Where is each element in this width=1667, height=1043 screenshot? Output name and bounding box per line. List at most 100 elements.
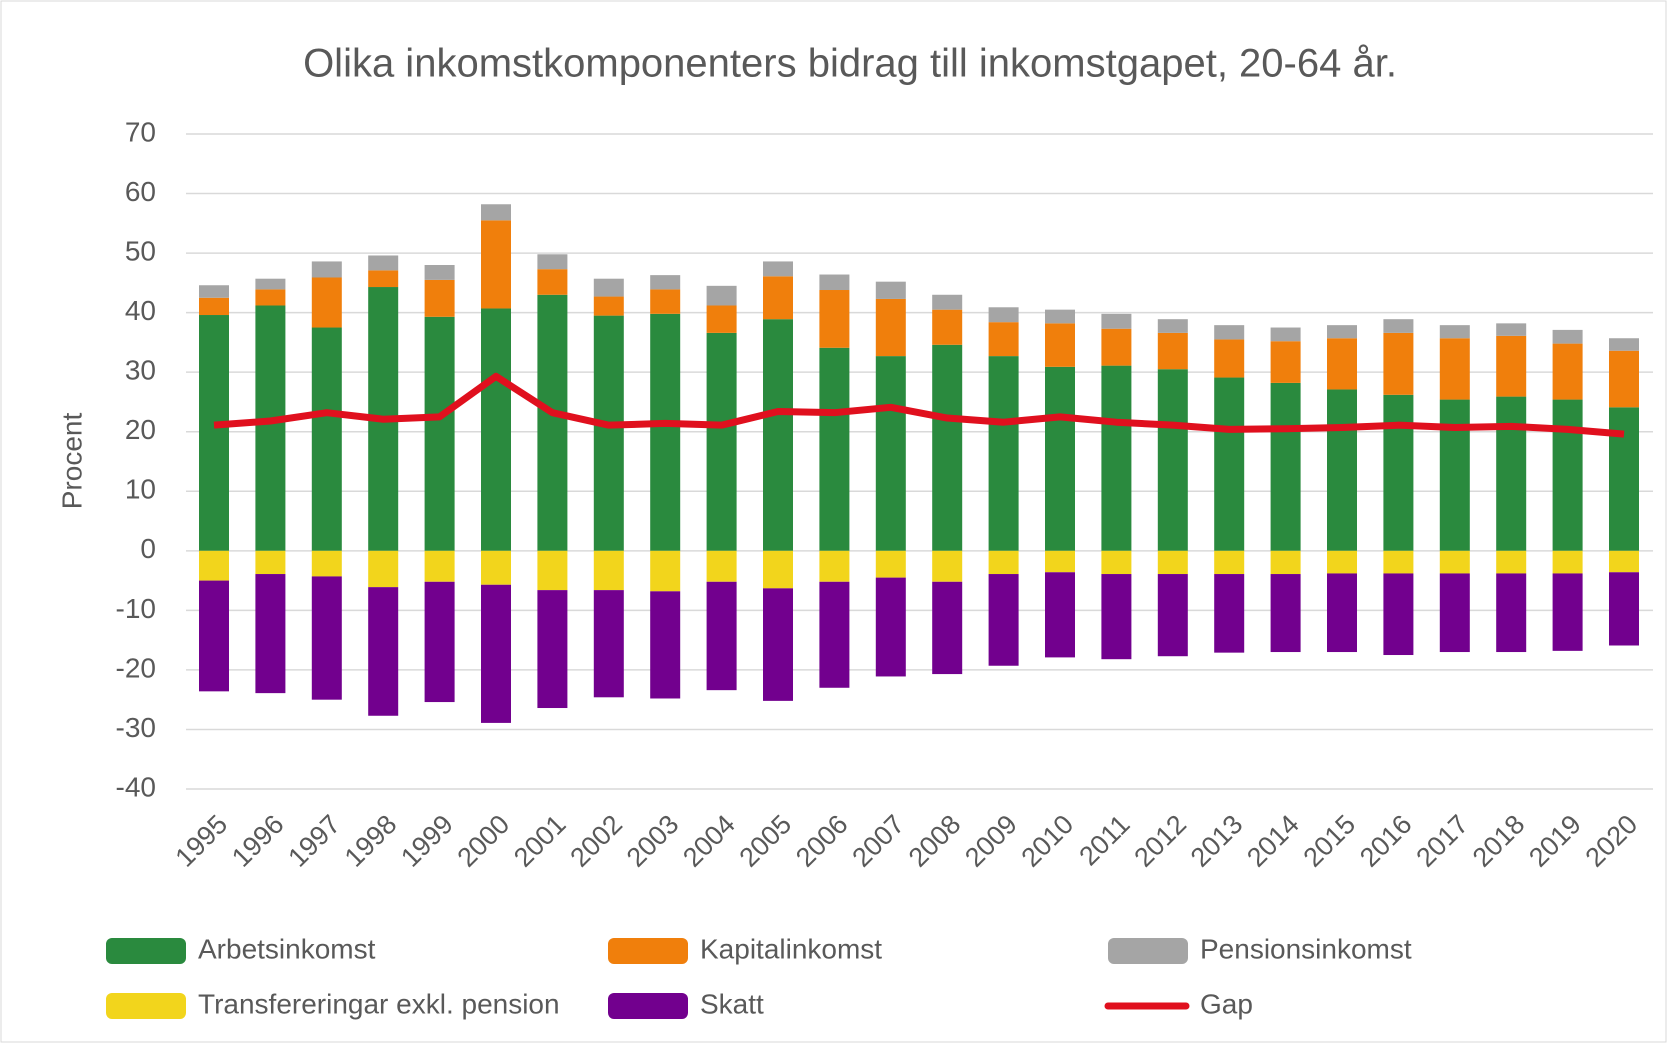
bar: [1609, 407, 1639, 551]
bar: [988, 307, 1019, 323]
bar: [1439, 399, 1470, 551]
bar: [424, 581, 455, 703]
y-tick-label: 40: [125, 295, 156, 326]
bar: [1157, 369, 1188, 551]
bar: [763, 550, 793, 589]
bar: [255, 574, 286, 694]
bar: [1270, 574, 1301, 653]
bar: [932, 309, 963, 345]
bar: [1383, 550, 1414, 574]
bar: [1609, 350, 1639, 408]
chart-title: Olika inkomstkomponenters bidrag till in…: [303, 42, 1397, 86]
bar: [481, 550, 511, 585]
bar: [1045, 323, 1075, 367]
bar: [763, 261, 793, 277]
bar: [819, 290, 850, 348]
bar: [819, 274, 850, 291]
bar: [1496, 323, 1527, 336]
bar: [537, 269, 568, 295]
bar: [1101, 328, 1132, 366]
bar: [932, 550, 963, 582]
legend-label: Arbetsinkomst: [198, 933, 376, 964]
bar: [1270, 341, 1301, 383]
bar: [1214, 339, 1245, 378]
bar: [1383, 332, 1414, 395]
legend-swatch: [608, 993, 688, 1019]
bar: [1157, 332, 1188, 370]
bar: [1496, 396, 1527, 551]
bar: [650, 289, 681, 314]
bar: [1327, 389, 1357, 551]
bar: [1552, 399, 1583, 551]
y-tick-label: 70: [125, 116, 156, 147]
bar: [875, 298, 906, 357]
bar: [706, 550, 737, 582]
bar: [1439, 338, 1470, 400]
bar: [424, 316, 455, 551]
bar: [199, 297, 229, 316]
legend-label: Kapitalinkomst: [700, 933, 882, 964]
bar: [311, 277, 342, 328]
bar: [1552, 343, 1583, 400]
legend-label: Gap: [1200, 988, 1253, 1019]
bar: [932, 344, 963, 551]
bar: [593, 296, 624, 316]
bar: [1609, 338, 1639, 351]
bar: [1157, 319, 1188, 333]
y-tick-label: 20: [125, 414, 156, 445]
bar: [1496, 335, 1527, 397]
bar: [593, 315, 624, 551]
bar: [368, 270, 399, 288]
bar: [1439, 573, 1470, 653]
bar: [255, 305, 286, 551]
y-tick-label: 10: [125, 474, 156, 505]
bar: [537, 254, 568, 270]
bar: [1609, 572, 1639, 646]
bar: [1214, 325, 1245, 340]
bar: [481, 308, 511, 551]
bar: [706, 305, 737, 333]
bar: [1609, 550, 1639, 573]
bar: [1327, 338, 1357, 390]
bar: [932, 294, 963, 310]
legend-swatch: [106, 993, 186, 1019]
bar: [1270, 382, 1301, 551]
y-tick-label: 30: [125, 355, 156, 386]
bar: [311, 576, 342, 700]
bar: [1552, 573, 1583, 651]
bar: [537, 294, 568, 551]
bar: [650, 275, 681, 290]
bar: [763, 276, 793, 320]
bar: [1214, 377, 1245, 551]
bar: [1101, 365, 1132, 551]
bar: [1214, 574, 1245, 653]
legend-swatch: [106, 938, 186, 964]
y-tick-label: -10: [116, 593, 156, 624]
bar: [1101, 313, 1132, 329]
bar: [424, 550, 455, 582]
bar: [1327, 550, 1357, 574]
y-tick-label: 0: [140, 533, 156, 564]
bar: [255, 278, 286, 290]
bar: [1214, 550, 1245, 575]
bar: [1327, 573, 1357, 653]
y-tick-label: 60: [125, 176, 156, 207]
y-axis-label: Procent: [56, 413, 87, 510]
bar: [1101, 574, 1132, 660]
bar: [199, 285, 229, 298]
bar: [537, 590, 568, 709]
bar: [368, 587, 399, 716]
bar: [481, 220, 511, 309]
bar: [199, 580, 229, 692]
bar: [537, 550, 568, 591]
bar: [1101, 550, 1132, 575]
y-tick-label: -20: [116, 652, 156, 683]
bar: [988, 574, 1019, 666]
bar: [706, 332, 737, 551]
bar: [1157, 550, 1188, 575]
bar: [706, 581, 737, 691]
bar: [1496, 550, 1527, 574]
bar: [1383, 319, 1414, 333]
bar: [1439, 550, 1470, 574]
